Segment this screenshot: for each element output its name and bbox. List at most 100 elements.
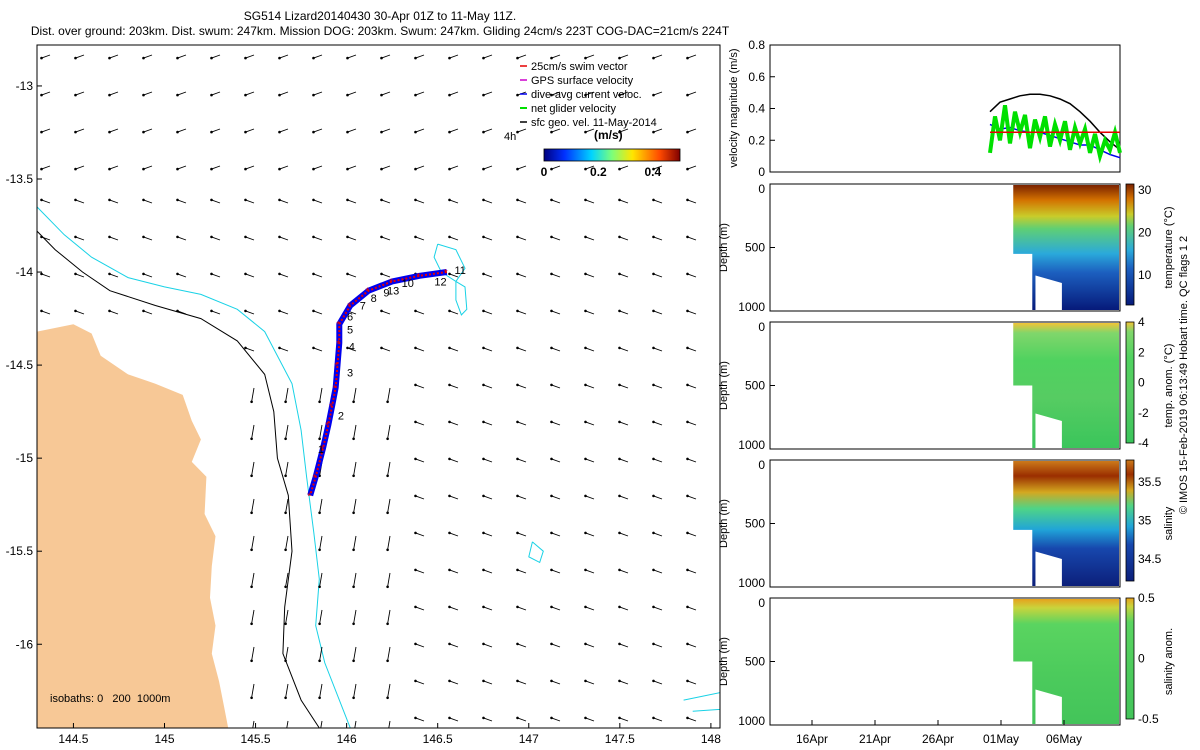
swim-vector-mark: *: [444, 268, 448, 279]
current-arrow: [551, 347, 561, 352]
colorbar-tick-label: 0.2: [590, 165, 607, 179]
current-arrow: [653, 643, 663, 648]
current-arrow: [687, 310, 697, 315]
current-arrow-head: [686, 568, 689, 572]
current-arrow: [483, 54, 493, 59]
current-arrow-head: [584, 56, 587, 60]
current-arrow: [653, 273, 663, 278]
current-arrow-head: [516, 531, 519, 535]
current-arrow: [517, 128, 527, 133]
current-arrow-head: [414, 494, 417, 498]
current-arrow-head: [142, 167, 145, 171]
current-arrow-head: [386, 511, 389, 515]
current-arrow: [41, 54, 51, 59]
velocity-series-line: [989, 93, 1121, 151]
current-arrow-head: [386, 734, 389, 737]
current-arrow: [353, 572, 357, 587]
current-arrow-head: [284, 659, 287, 663]
current-arrow-head: [516, 494, 519, 498]
current-arrow: [687, 569, 697, 574]
current-arrow: [353, 461, 357, 476]
current-arrow-head: [516, 198, 519, 202]
current-arrow: [585, 310, 595, 315]
current-arrow-head: [686, 167, 689, 171]
section-field: [1013, 599, 1119, 724]
current-arrow-head: [448, 235, 451, 239]
current-arrow: [313, 54, 323, 59]
current-arrow-head: [584, 272, 587, 276]
current-arrow-head: [652, 130, 655, 134]
current-arrow-head: [652, 457, 655, 461]
current-arrow: [619, 91, 629, 96]
current-arrow-head: [318, 585, 321, 589]
current-arrow: [551, 384, 561, 389]
current-arrow-head: [584, 568, 587, 572]
section-colorbar-tick: 20: [1138, 225, 1152, 239]
section-colorbar-tick: 0: [1138, 652, 1145, 666]
current-arrow: [619, 54, 629, 59]
current-arrow: [449, 273, 459, 278]
current-arrow: [449, 199, 459, 204]
section-ytick-label: 1000: [738, 714, 765, 728]
section-field: [1013, 461, 1119, 586]
current-arrow-head: [618, 167, 621, 171]
map-ytick-label: -13: [16, 79, 34, 93]
map-ytick-label: -13.5: [6, 172, 34, 186]
current-arrow: [585, 717, 595, 722]
current-arrow-head: [250, 696, 253, 700]
current-arrow-head: [380, 130, 383, 134]
current-arrow-head: [380, 235, 383, 239]
current-arrow: [109, 310, 119, 315]
current-arrow: [687, 128, 697, 133]
current-arrow-head: [618, 568, 621, 572]
current-arrow: [449, 310, 459, 315]
current-arrow-head: [482, 494, 485, 498]
current-arrow: [347, 54, 357, 59]
current-arrow-head: [176, 56, 179, 60]
current-arrow-head: [40, 272, 43, 276]
current-arrow-head: [448, 383, 451, 387]
current-arrow-head: [482, 679, 485, 683]
current-arrow: [177, 199, 187, 204]
section-ylabel: Depth (m): [718, 637, 730, 686]
current-arrow-head: [584, 167, 587, 171]
current-arrow-head: [74, 198, 77, 202]
current-arrow-head: [686, 198, 689, 202]
current-arrow-head: [482, 383, 485, 387]
current-arrow-head: [584, 235, 587, 239]
current-arrow: [653, 421, 663, 426]
current-arrow: [285, 572, 289, 587]
current-arrow: [449, 680, 459, 685]
current-arrow-head: [352, 659, 355, 663]
current-arrow-head: [318, 548, 321, 552]
current-arrow-head: [108, 93, 111, 97]
current-arrow-head: [448, 716, 451, 720]
map-xtick-label: 146.5: [423, 732, 453, 746]
current-arrow: [319, 572, 323, 587]
current-arrow: [517, 421, 527, 426]
current-arrow-head: [448, 568, 451, 572]
current-arrow-head: [108, 130, 111, 134]
current-arrow-head: [686, 494, 689, 498]
current-arrow: [313, 236, 323, 241]
current-arrow-head: [550, 272, 553, 276]
current-arrow-head: [618, 56, 621, 60]
current-arrow: [415, 236, 425, 241]
current-arrow: [687, 54, 697, 59]
current-arrow-head: [550, 198, 553, 202]
current-arrow: [381, 273, 391, 278]
current-arrow: [449, 128, 459, 133]
current-arrow-head: [312, 56, 315, 60]
current-arrow: [75, 236, 85, 241]
current-arrow: [279, 236, 289, 241]
current-arrow-head: [210, 167, 213, 171]
current-arrow: [319, 609, 323, 624]
current-arrow: [415, 199, 425, 204]
current-arrow-head: [40, 56, 43, 60]
day-label: 12: [434, 276, 446, 288]
current-arrow-head: [278, 56, 281, 60]
current-arrow: [387, 572, 391, 587]
current-arrow: [551, 532, 561, 537]
current-arrow: [483, 569, 493, 574]
current-arrow: [483, 347, 493, 352]
